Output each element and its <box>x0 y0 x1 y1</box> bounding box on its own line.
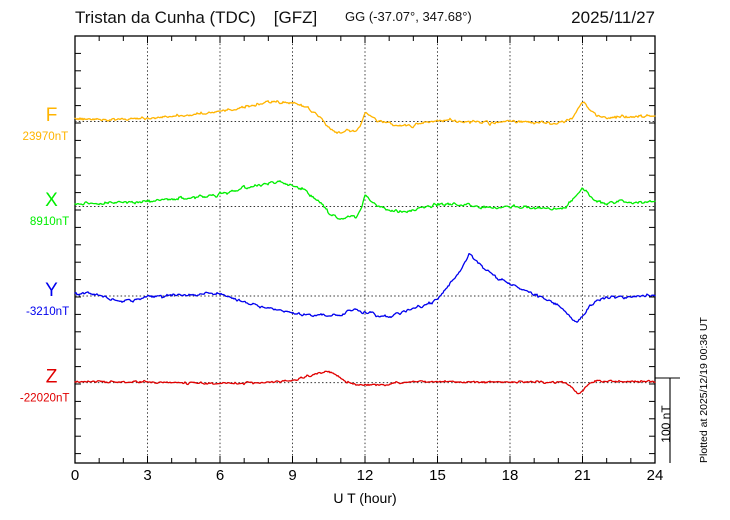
svg-text:8910nT: 8910nT <box>30 215 69 228</box>
svg-text:24: 24 <box>647 467 664 484</box>
svg-text:Tristan da Cunha (TDC)[GFZ]: Tristan da Cunha (TDC) [GFZ] <box>75 8 317 27</box>
svg-text:100 nT: 100 nT <box>659 405 673 443</box>
svg-text:Z: Z <box>46 367 58 388</box>
svg-text:-22020nT: -22020nT <box>20 392 70 405</box>
svg-text:3: 3 <box>143 467 151 484</box>
svg-text:9: 9 <box>288 467 296 484</box>
svg-text:6: 6 <box>216 467 224 484</box>
svg-text:X: X <box>45 190 58 211</box>
svg-text:Plotted at 2025/12/19 00:36 UT: Plotted at 2025/12/19 00:36 UT <box>698 316 710 463</box>
svg-text:Y: Y <box>45 280 58 301</box>
svg-text:12: 12 <box>357 467 374 484</box>
svg-text:21: 21 <box>574 467 591 484</box>
svg-text:15: 15 <box>429 467 446 484</box>
svg-text:F: F <box>46 105 58 126</box>
svg-text:-3210nT: -3210nT <box>26 305 69 318</box>
svg-text:18: 18 <box>502 467 519 484</box>
svg-text:0: 0 <box>71 467 79 484</box>
svg-text:23970nT: 23970nT <box>23 130 69 143</box>
svg-text:GG (-37.07°, 347.68°): GG (-37.07°, 347.68°) <box>345 9 472 24</box>
svg-text:2025/11/27: 2025/11/27 <box>571 8 655 27</box>
svg-text:U T (hour): U T (hour) <box>333 490 396 506</box>
